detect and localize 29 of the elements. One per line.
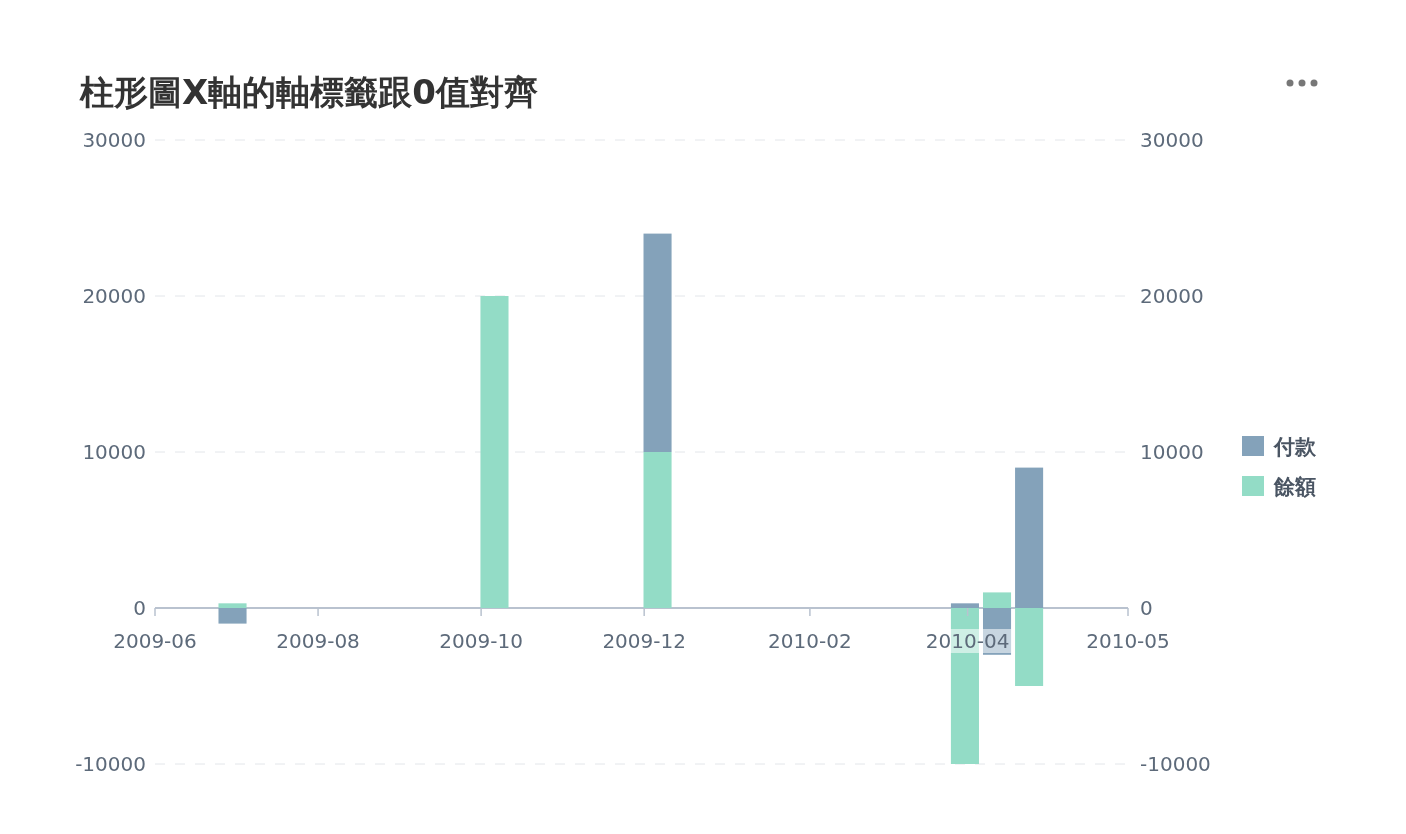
legend-label: 餘額: [1273, 475, 1316, 499]
bar: [950, 603, 979, 608]
y-tick-label: 0: [133, 596, 146, 620]
x-tick-label: 2010-04: [925, 629, 1010, 653]
chart-title: 柱形圖X軸的軸標籤跟0值對齊: [79, 72, 538, 112]
x-tick-label: 2009-08: [276, 629, 360, 653]
y2-tick-label: 0: [1140, 596, 1153, 620]
bar: [1015, 467, 1044, 608]
bar: [218, 603, 247, 608]
legend-label: 付款: [1273, 435, 1317, 459]
x-tick-label: 2010-05: [1086, 629, 1170, 653]
y-tick-label: -10000: [75, 752, 146, 776]
x-tick-label: 2009-10: [439, 629, 523, 653]
x-tick-label: 2009-06: [113, 629, 197, 653]
bar: [643, 233, 672, 452]
y2-tick-label: -10000: [1140, 752, 1211, 776]
y2-tick-label: 30000: [1140, 128, 1204, 152]
y-tick-label: 30000: [82, 128, 146, 152]
bar: [218, 608, 247, 624]
bar: [982, 592, 1012, 608]
y-tick-label: 10000: [82, 440, 146, 464]
x-tick-label: 2010-02: [768, 629, 852, 653]
bar: [643, 452, 672, 608]
bar: [480, 296, 509, 608]
bar: [1015, 608, 1044, 686]
y2-tick-label: 20000: [1140, 284, 1204, 308]
x-tick-label: 2009-12: [602, 629, 686, 653]
y-tick-label: 20000: [82, 284, 146, 308]
y2-tick-label: 10000: [1140, 440, 1204, 464]
